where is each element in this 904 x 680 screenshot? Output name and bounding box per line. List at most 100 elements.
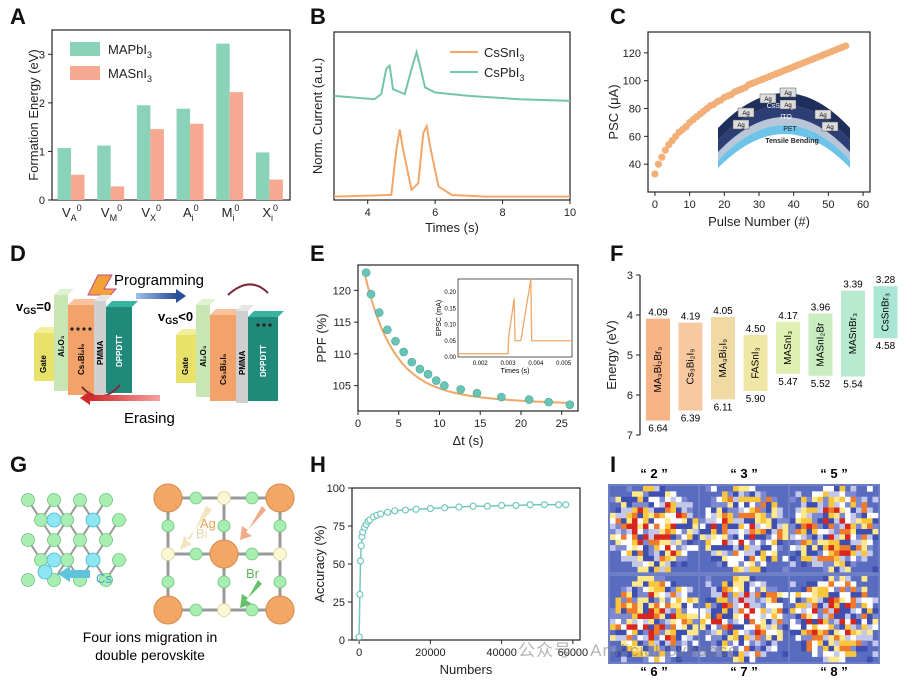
heatmap-cell — [839, 539, 846, 546]
heatmap-cell — [801, 597, 807, 604]
heatmap-cell — [610, 529, 616, 535]
heatmap-cell — [834, 529, 840, 535]
heatmap-cell — [795, 491, 802, 498]
heatmap-cell — [766, 555, 772, 562]
heatmap-cell — [681, 619, 688, 625]
heatmap-cell — [648, 539, 655, 546]
heatmap-cell — [839, 624, 846, 631]
heatmap-cell — [727, 502, 734, 508]
heatmap-cell — [711, 592, 717, 598]
heatmap-cell — [801, 512, 807, 519]
heatmap-cell — [722, 645, 728, 652]
heatmap-cell — [828, 597, 835, 604]
heatmap-cell — [738, 586, 745, 593]
heatmap-cell — [749, 635, 756, 641]
heatmap-cell — [654, 635, 660, 641]
f-band-bar — [808, 313, 833, 376]
heatmap-cell — [856, 550, 862, 557]
heatmap-cell — [610, 512, 616, 519]
heatmap-cell — [681, 561, 688, 567]
heatmap-cell — [648, 586, 655, 593]
heatmap-cell — [856, 507, 862, 514]
heatmap-cell — [722, 555, 728, 562]
heatmap-cell — [823, 534, 829, 541]
heatmap-cell — [727, 597, 734, 604]
heatmap-cell — [744, 597, 750, 604]
heatmap-cell — [711, 635, 717, 641]
heatmap-cell — [834, 592, 840, 598]
heatmap-cell — [834, 629, 840, 636]
heatmap-cell — [845, 555, 851, 562]
heatmap-cell — [711, 619, 717, 625]
f-bottom-label: 5.52 — [811, 379, 831, 390]
f-bottom-label: 5.47 — [778, 377, 798, 388]
heatmap-cell — [872, 619, 879, 625]
heatmap-cell — [626, 592, 633, 598]
heatmap-cell — [632, 518, 638, 524]
heatmap-cell — [692, 651, 699, 657]
heatmap-cell — [681, 624, 688, 631]
heatmap-cell — [777, 602, 783, 609]
heatmap-cell — [755, 602, 761, 609]
heatmap-cell — [648, 597, 655, 604]
heatmap-cell — [705, 523, 712, 530]
ag-label: Ag — [200, 516, 216, 531]
heatmap-cell — [817, 581, 824, 588]
lattice-br-ion — [245, 603, 259, 617]
heatmap-cell — [839, 545, 846, 551]
e-point — [366, 289, 376, 299]
heatmap-cell — [823, 491, 829, 498]
heatmap-cell — [654, 496, 660, 503]
heatmap-cell — [812, 529, 818, 535]
heatmap-cell — [850, 635, 857, 641]
heatmap-cell — [610, 496, 616, 503]
svg-text:Ag: Ag — [742, 111, 749, 117]
heatmap-cell — [716, 608, 723, 614]
heatmap-cell — [716, 539, 723, 546]
heatmap-cell — [738, 486, 745, 492]
heatmap-cell — [648, 629, 655, 636]
heatmap-cell — [790, 518, 796, 524]
heatmap-cell — [795, 550, 802, 557]
heatmap-cell — [727, 555, 734, 562]
heatmap-cell — [716, 507, 723, 514]
heatmap-cell — [839, 586, 846, 593]
heatmap-cell — [812, 502, 818, 508]
heatmap-cell — [760, 550, 767, 557]
heatmap-cell — [790, 529, 796, 535]
panel-f-letter: F — [610, 241, 623, 266]
e-xtick-label: 10 — [433, 418, 445, 430]
heatmap-cell — [795, 613, 802, 620]
heatmap-cell — [670, 523, 677, 530]
heatmap-cell — [771, 529, 778, 535]
e-xtick-label: 15 — [474, 418, 486, 430]
heatmap-cell — [643, 518, 649, 524]
heatmap-cell — [615, 597, 622, 604]
heatmap-cell — [760, 586, 767, 593]
heatmap-cell — [828, 613, 835, 620]
heatmap-cell — [676, 518, 682, 524]
heatmap-cell — [755, 640, 761, 647]
heatmap-cell — [823, 613, 829, 620]
heatmap-cell — [823, 624, 829, 631]
heatmap-cell — [643, 656, 649, 663]
heatmap-cell — [823, 640, 829, 647]
c-xtick-label: 50 — [822, 199, 834, 211]
heatmap-cell — [670, 502, 677, 508]
heatmap-cell — [681, 502, 688, 508]
heatmap-cell — [665, 608, 671, 614]
e-point — [407, 357, 417, 367]
heatmap-cell — [867, 619, 873, 625]
heatmap-cell — [670, 597, 677, 604]
heatmap-cell — [845, 545, 851, 551]
heatmap-cell — [716, 640, 723, 647]
heatmap-cell — [777, 545, 783, 551]
heatmap-cell — [755, 550, 761, 557]
heatmap-cell — [766, 539, 772, 546]
heatmap-cell — [850, 586, 857, 593]
heatmap-cell — [749, 502, 756, 508]
a-bar — [229, 92, 244, 200]
heatmap-cell — [738, 592, 745, 598]
